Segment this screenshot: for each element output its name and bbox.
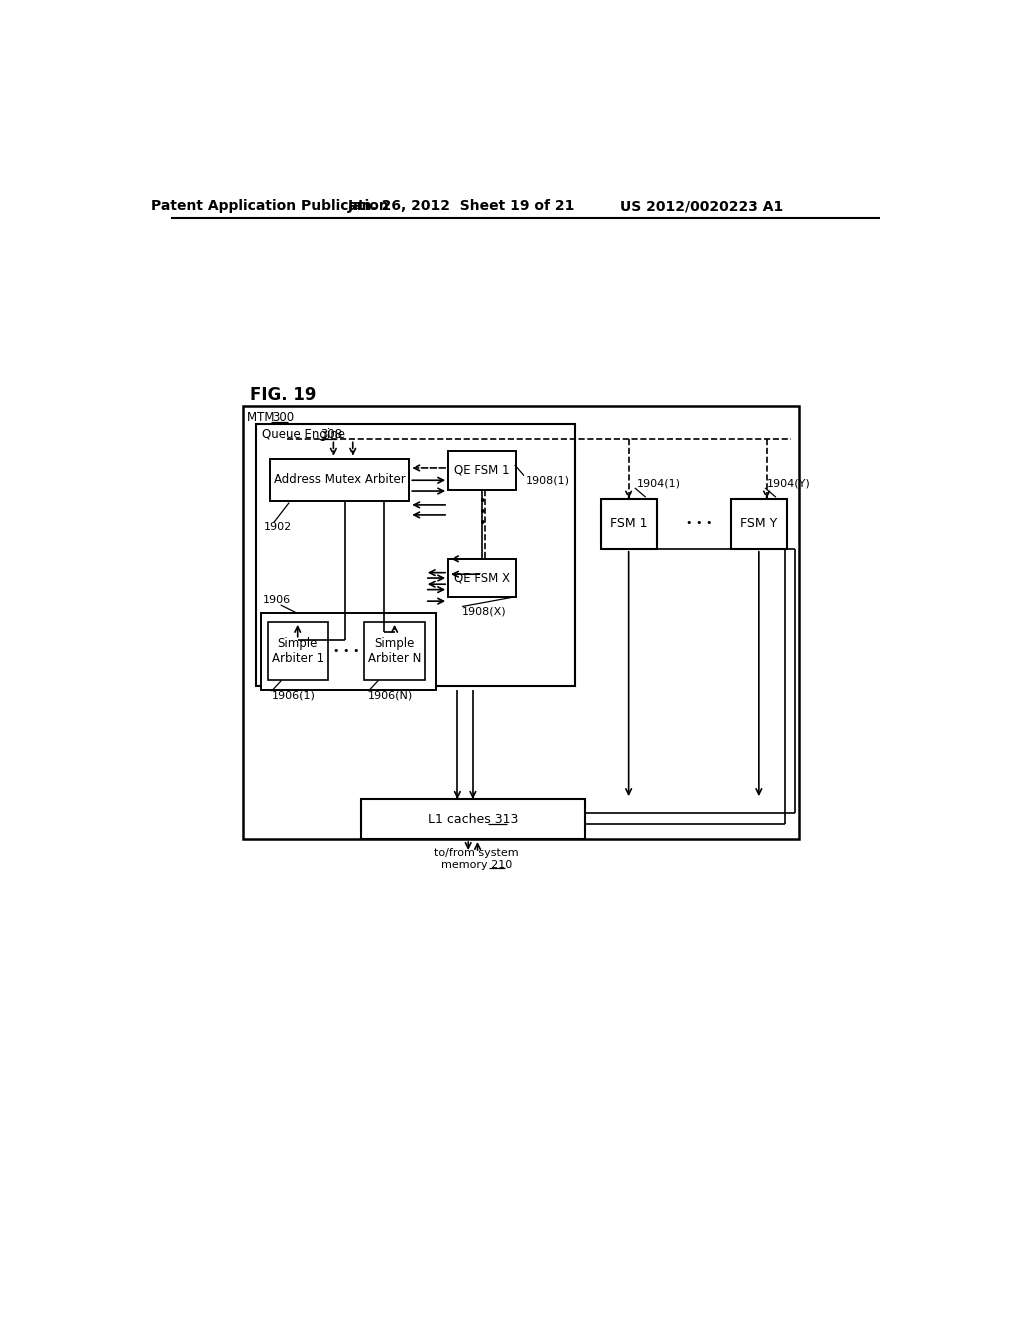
Text: 1902: 1902 xyxy=(263,523,292,532)
Text: Simple
Arbiter N: Simple Arbiter N xyxy=(368,638,421,665)
Text: 1904(Y): 1904(Y) xyxy=(767,478,810,488)
Text: • • •: • • • xyxy=(333,647,359,656)
Text: FSM Y: FSM Y xyxy=(740,517,777,529)
Bar xyxy=(449,558,516,598)
Bar xyxy=(731,499,786,549)
Text: QE FSM X: QE FSM X xyxy=(455,572,510,585)
Text: 300: 300 xyxy=(272,411,294,424)
Text: 308: 308 xyxy=(321,428,342,441)
Text: L1 caches 313: L1 caches 313 xyxy=(428,813,518,825)
Text: US 2012/0020223 A1: US 2012/0020223 A1 xyxy=(620,199,783,213)
Bar xyxy=(256,424,575,686)
Bar xyxy=(601,499,656,549)
Bar xyxy=(270,459,410,502)
Text: •: • xyxy=(478,495,485,508)
Text: 1906(N): 1906(N) xyxy=(369,690,414,701)
Text: FSM 1: FSM 1 xyxy=(610,517,647,529)
Text: FIG. 19: FIG. 19 xyxy=(251,385,317,404)
Text: 1908(1): 1908(1) xyxy=(525,475,569,486)
Bar xyxy=(267,622,328,681)
Text: • • •: • • • xyxy=(686,519,713,528)
Text: Patent Application Publication: Patent Application Publication xyxy=(151,199,389,213)
Bar xyxy=(261,612,435,689)
Text: QE FSM 1: QE FSM 1 xyxy=(455,463,510,477)
Text: Queue Engine: Queue Engine xyxy=(262,428,349,441)
Bar xyxy=(360,799,586,840)
Text: MTM: MTM xyxy=(248,411,279,424)
Text: Simple
Arbiter 1: Simple Arbiter 1 xyxy=(271,638,324,665)
Bar xyxy=(365,622,425,681)
Text: Jan. 26, 2012  Sheet 19 of 21: Jan. 26, 2012 Sheet 19 of 21 xyxy=(347,199,574,213)
Text: 1904(1): 1904(1) xyxy=(636,478,680,488)
Text: 1906: 1906 xyxy=(263,595,291,606)
Text: Address Mutex Arbiter: Address Mutex Arbiter xyxy=(273,473,406,486)
Text: •: • xyxy=(478,506,485,519)
Text: to/from system
memory 210: to/from system memory 210 xyxy=(434,849,519,870)
Text: 1906(1): 1906(1) xyxy=(271,690,315,701)
Bar xyxy=(243,407,799,840)
Text: 1908(X): 1908(X) xyxy=(462,606,507,616)
Bar xyxy=(449,451,516,490)
Text: •: • xyxy=(478,517,485,529)
